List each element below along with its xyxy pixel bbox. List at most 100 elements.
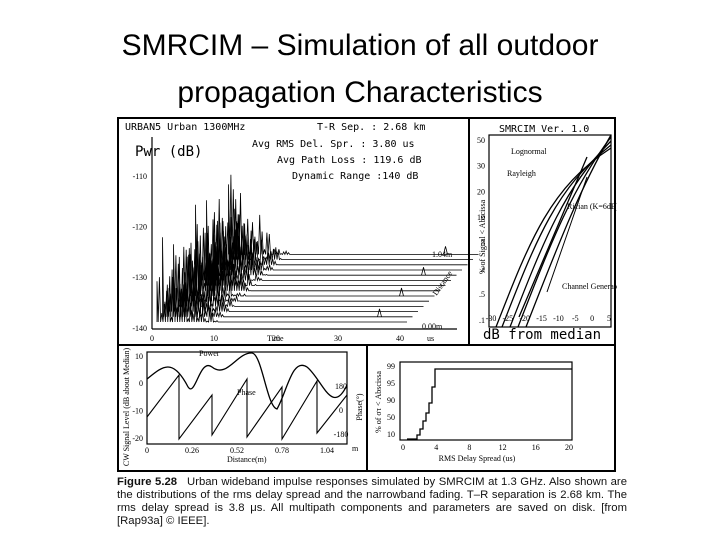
tick-label: 5 xyxy=(607,314,611,323)
plot-frame xyxy=(488,134,612,328)
tick-label: -5 xyxy=(572,314,579,323)
curve xyxy=(377,308,382,317)
panel-header: URBAN5 Urban 1300MHz xyxy=(125,122,245,133)
tick-label: -15 xyxy=(536,314,547,323)
tick-label: -110 xyxy=(133,172,147,181)
tick-label: 0 xyxy=(401,443,405,452)
tick-label: 30 xyxy=(334,334,342,343)
tick-label: 0.52 xyxy=(230,446,244,455)
tick-label: 50 xyxy=(387,413,395,422)
tick-label: -140 xyxy=(132,324,147,333)
curve xyxy=(146,352,348,410)
plot-frame xyxy=(399,361,573,441)
tick-label: -10 xyxy=(132,406,143,415)
tick-label: -10 xyxy=(553,314,564,323)
tick-label: 99 xyxy=(387,362,395,371)
tick-label: 30 xyxy=(477,162,485,171)
tick-label: .5 xyxy=(479,290,485,299)
curve xyxy=(546,176,588,293)
curve xyxy=(525,134,612,328)
tick-label: 4 xyxy=(434,443,438,452)
curve xyxy=(518,156,588,318)
tick-label: 10 xyxy=(387,430,395,439)
curve-label: Rayleigh xyxy=(507,169,536,178)
tick-label: 10 xyxy=(135,352,143,361)
x-label: Time xyxy=(267,334,284,343)
y-label: % of στ < Abscissa xyxy=(374,371,383,433)
tick-label: 1.04 xyxy=(320,446,334,455)
panel-header: SMRCIM Ver. 1.0 xyxy=(499,124,589,135)
tick-label: 2 xyxy=(481,264,485,273)
figure: URBAN5 Urban 1300MHz T-R Sep. : 2.68 km … xyxy=(117,117,617,472)
tick-label: -130 xyxy=(132,273,147,282)
curve xyxy=(178,242,429,303)
tick-label: 40 xyxy=(396,334,404,343)
tick-label: 180 xyxy=(335,382,347,391)
tick-label: .1 xyxy=(479,316,485,325)
tick-label: 0 xyxy=(590,314,594,323)
curve xyxy=(509,140,612,328)
curve xyxy=(195,204,446,287)
tick-label: 20 xyxy=(272,334,280,343)
caption: Figure 5.28 Urban wideband impulse respon… xyxy=(117,476,627,528)
curve xyxy=(407,368,572,440)
x-label: Distance(m) xyxy=(227,455,267,464)
depth-label: 0.00m xyxy=(422,322,443,331)
curve-label: Power xyxy=(199,349,220,358)
curve xyxy=(228,174,479,256)
curve xyxy=(217,208,468,267)
tick-label: 16 xyxy=(532,443,540,452)
tick-label: 10 xyxy=(477,213,485,222)
tick-label: -30 xyxy=(486,314,497,323)
title-line: SMRCIM – Simulation of all outdoor xyxy=(121,29,599,62)
tick-label: 20 xyxy=(477,187,485,196)
y-label: CW Signal Level (dB about Median) xyxy=(122,348,131,467)
caption-text: Urban wideband impulse responses simulat… xyxy=(117,476,627,527)
y-label: % of Signal < Abscissa xyxy=(478,199,487,274)
y-label: Pwr (dB) xyxy=(135,144,202,160)
curve xyxy=(495,147,612,328)
tick-label: 0 xyxy=(150,334,154,343)
tick-label: 0.26 xyxy=(185,446,199,455)
caption-label: Figure 5.28 xyxy=(117,476,178,488)
x-unit: m xyxy=(352,444,359,453)
tick-label: 0.78 xyxy=(275,446,289,455)
slide-title: SMRCIM – Simulation of all outdoor propa… xyxy=(0,22,720,116)
curve xyxy=(146,373,348,441)
stat: Avg RMS Del. Spr. : 3.80 us xyxy=(252,139,415,150)
tick-label: 8 xyxy=(467,443,471,452)
curve xyxy=(517,136,612,328)
x-label: RMS Delay Spread (us) xyxy=(439,454,516,463)
curve-label: Channel Generated xyxy=(562,282,617,291)
tick-label: 50 xyxy=(477,136,485,145)
curve xyxy=(421,267,426,276)
tick-label: 0 xyxy=(145,446,149,455)
tick-label: -120 xyxy=(132,222,147,231)
curve-label: Lognormal xyxy=(511,147,547,156)
tick-label: -180 xyxy=(334,430,349,439)
tick-label: -20 xyxy=(132,434,143,443)
x-unit: us xyxy=(427,334,434,343)
curve xyxy=(156,268,407,323)
title-line: propagation Characteristics xyxy=(177,76,543,109)
x-label: dB from median xyxy=(483,327,601,343)
tick-label: 90 xyxy=(387,396,395,405)
tick-label: 95 xyxy=(387,379,395,388)
plot-frame xyxy=(146,351,348,445)
stat: Avg Path Loss : 119.6 dB xyxy=(277,155,422,166)
curve-label: Rician (K=6dB) xyxy=(567,202,617,211)
phase-label: Phase(°) xyxy=(355,393,364,421)
curve xyxy=(443,246,448,255)
tick-label: -20 xyxy=(519,314,530,323)
tick-label: 5 xyxy=(481,239,485,248)
curve xyxy=(162,237,413,319)
tick-label: 20 xyxy=(565,443,573,452)
stat: Dynamic Range :140 dB xyxy=(292,171,418,182)
tick-label: 12 xyxy=(499,443,507,452)
stat: T-R Sep. : 2.68 km xyxy=(317,122,425,133)
tick-label: 10 xyxy=(210,334,218,343)
tick-label: -25 xyxy=(503,314,514,323)
tick-label: 0 xyxy=(339,406,343,415)
tick-label: 0 xyxy=(139,379,143,388)
